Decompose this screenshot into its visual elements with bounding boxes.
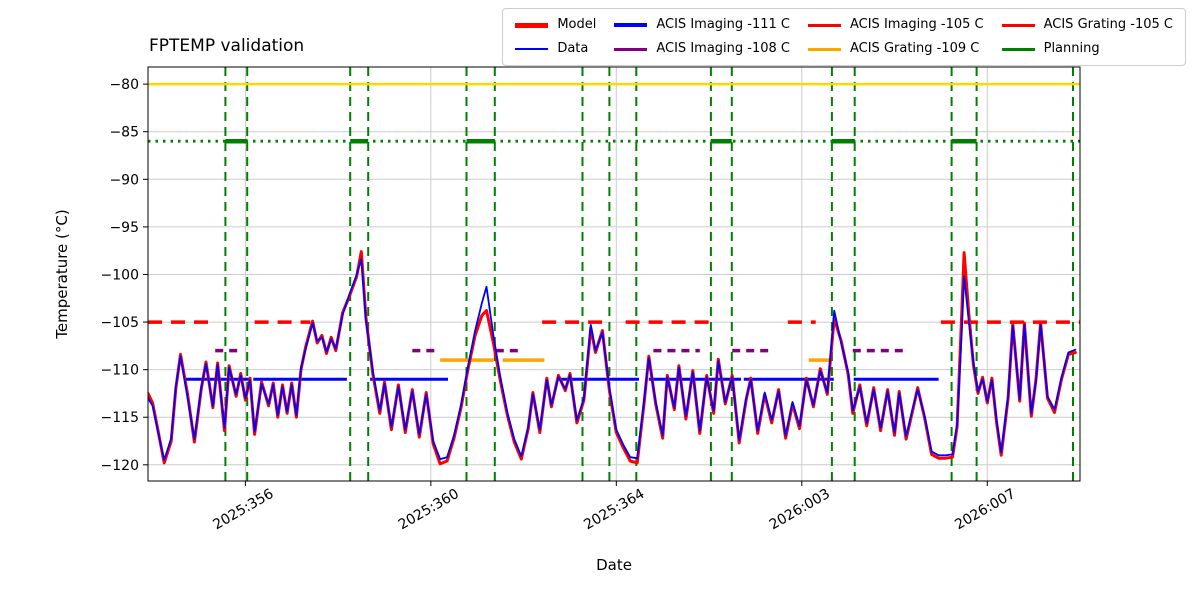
y-tick-label: −110 <box>101 363 139 379</box>
legend-label: Planning <box>1043 41 1100 56</box>
legend-line-swatch <box>614 47 648 51</box>
y-tick-label: −100 <box>101 268 139 284</box>
legend-item-acis-imaging-111-c: ACIS Imaging -111 C <box>614 15 790 35</box>
legend-item-data: Data <box>515 39 596 59</box>
y-tick-label: −90 <box>109 172 139 188</box>
series-data-line <box>148 258 1077 461</box>
legend-line-swatch <box>1001 23 1035 27</box>
legend-item-acis-grating-109-c: ACIS Grating -109 C <box>807 39 984 59</box>
legend-label: ACIS Imaging -111 C <box>656 17 790 32</box>
x-tick-label: 2026:003 <box>767 486 833 533</box>
legend-line-swatch <box>515 22 549 28</box>
y-tick-label: −80 <box>109 77 139 93</box>
y-tick-label: −115 <box>101 410 139 426</box>
x-tick-label: 2025:364 <box>581 486 647 533</box>
legend: Model Data ACIS Imaging -111 C ACIS Imaging… <box>502 8 1186 66</box>
legend-label: ACIS Grating -105 C <box>1043 17 1173 32</box>
x-tick-label: 2025:356 <box>210 486 276 533</box>
legend-label: ACIS Grating -109 C <box>849 41 980 56</box>
x-tick-label: 2025:360 <box>396 486 462 533</box>
legend-label: Data <box>557 41 589 56</box>
legend-line-swatch <box>807 47 841 51</box>
x-axis-label: Date <box>596 556 632 574</box>
legend-item-acis-grating-105-c: ACIS Grating -105 C <box>1001 15 1173 35</box>
legend-label: Model <box>557 17 597 32</box>
y-tick-label: −105 <box>101 315 139 331</box>
legend-line-swatch <box>614 23 648 27</box>
y-tick-label: −85 <box>109 125 139 141</box>
y-tick-label: −95 <box>109 220 139 236</box>
legend-item-planning: Planning <box>1001 39 1173 59</box>
legend-item-acis-imaging-108-c: ACIS Imaging -108 C <box>614 39 790 59</box>
x-tick-label: 2026:007 <box>952 486 1018 533</box>
legend-label: ACIS Imaging -105 C <box>849 17 984 32</box>
chart-title: FPTEMP validation <box>149 36 305 56</box>
y-tick-label: −120 <box>101 458 139 474</box>
legend-line-swatch <box>515 48 549 50</box>
legend-item-acis-imaging-105-c: ACIS Imaging -105 C <box>807 15 984 35</box>
y-axis-label: Temperature (°C) <box>53 209 71 339</box>
legend-line-swatch <box>1001 47 1035 51</box>
legend-label: ACIS Imaging -108 C <box>656 41 790 56</box>
legend-line-swatch <box>807 23 841 27</box>
legend-item-model: Model <box>515 15 596 35</box>
